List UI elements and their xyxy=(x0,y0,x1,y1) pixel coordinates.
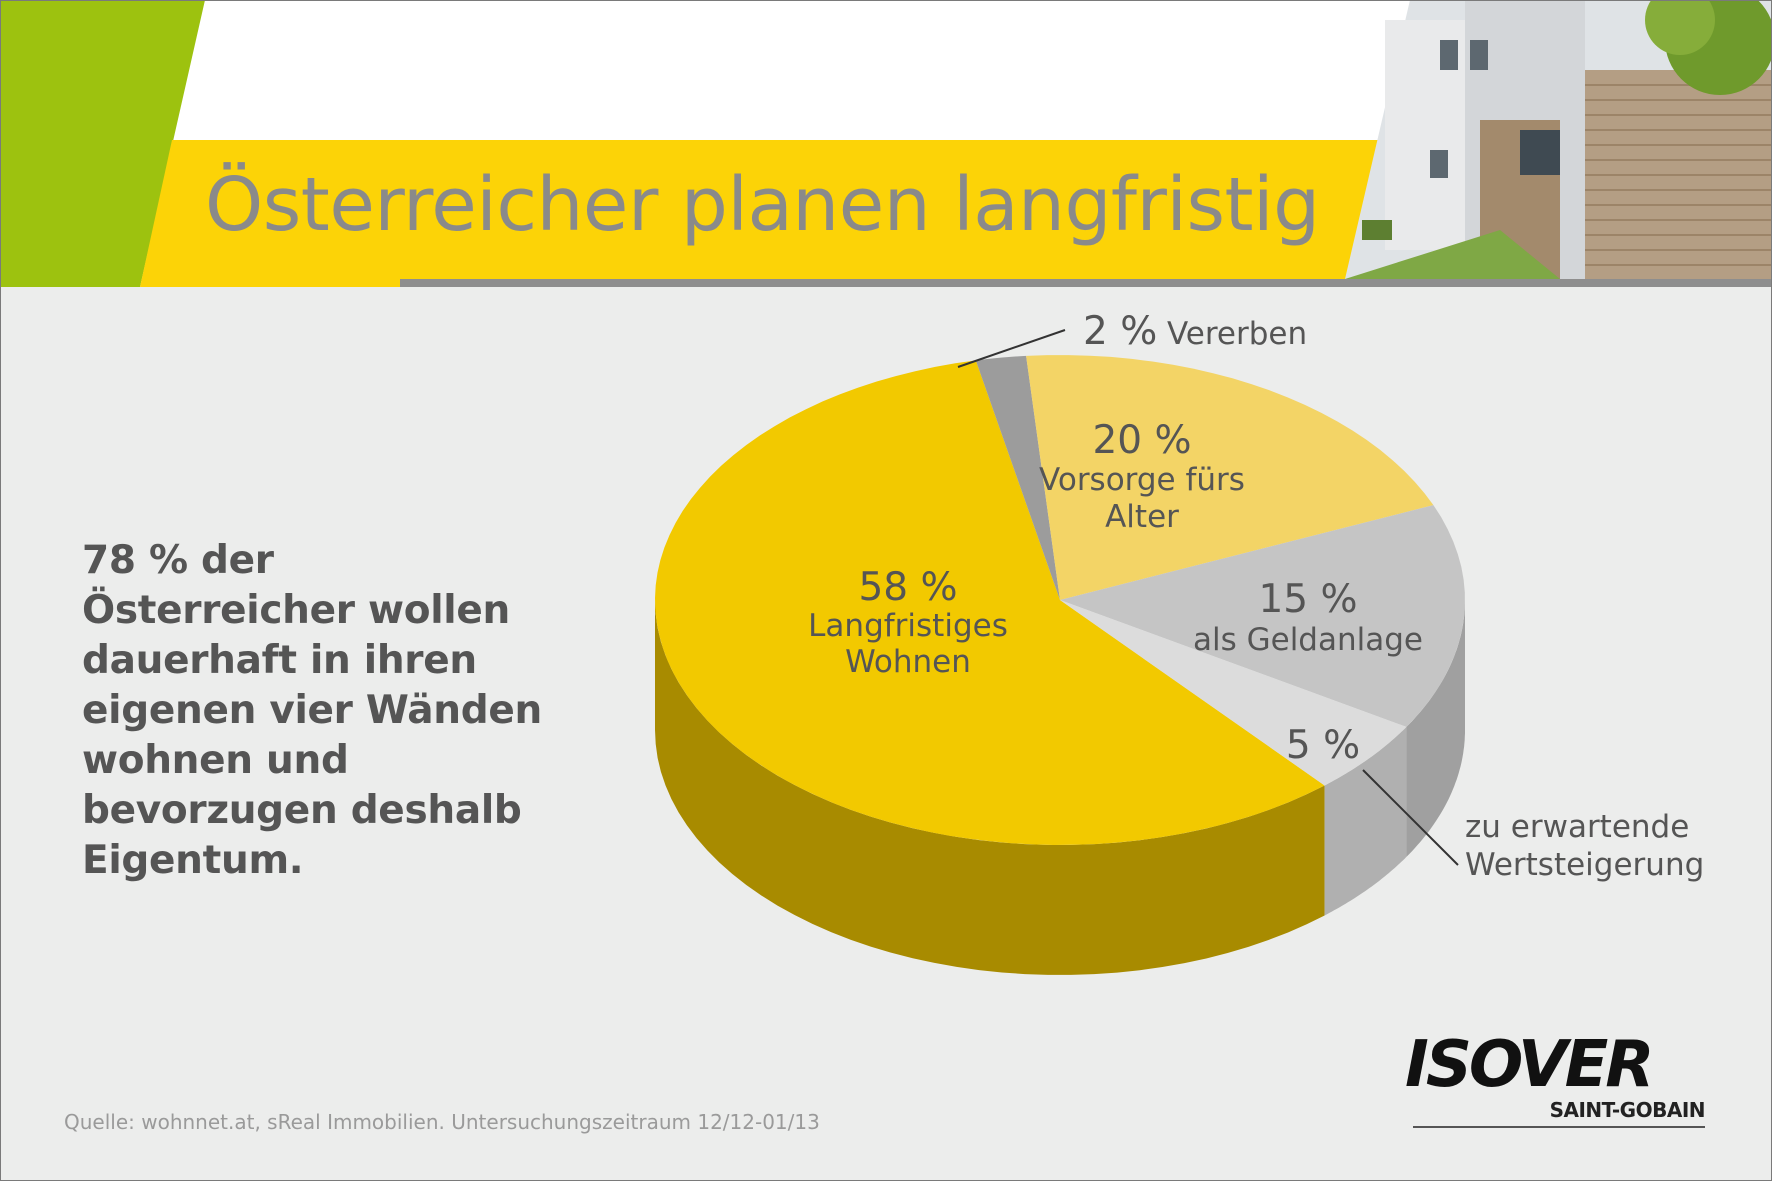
pie-slice-wohnen xyxy=(655,360,1325,845)
pie-slice-geldanlage xyxy=(1060,505,1465,727)
leader-line-vererben xyxy=(957,329,1066,368)
slice-label-vorsorge-value: 20 % xyxy=(1092,418,1191,463)
slice-label-vorsorge: Vorsorge fürs xyxy=(1039,462,1245,498)
header-underline xyxy=(400,279,1772,287)
pie-side-wert xyxy=(1324,726,1407,916)
slice-label-wert-value: 5 % xyxy=(1286,723,1360,768)
intro-text: 78 % der Österreicher wollen dauerhaft i… xyxy=(82,538,542,883)
yellow-band xyxy=(140,140,1400,287)
isover-logo: ISOVER SAINT-GOBAIN xyxy=(1405,1028,1706,1130)
logo-sub: SAINT-GOBAIN xyxy=(1549,1098,1706,1122)
logo-brand: ISOVER xyxy=(1405,1028,1655,1102)
logo-underline xyxy=(1413,1126,1705,1128)
pie-chart xyxy=(655,355,1465,975)
slice-label-geldanlage-value: 15 % xyxy=(1258,577,1357,622)
pie-slice-wert xyxy=(1060,600,1407,786)
slice-label-vererben-value: 2 % xyxy=(1083,309,1157,354)
pie-side-wohnen xyxy=(655,600,1325,975)
slice-label-wert-2: Wertsteigerung xyxy=(1465,847,1704,883)
pie-sides xyxy=(655,600,1465,975)
green-accent xyxy=(0,0,205,287)
pie-slice-vorsorge xyxy=(1026,355,1434,600)
source-note: Quelle: wohnnet.at, sReal Immobilien. Un… xyxy=(64,1110,820,1134)
slice-label-wert: zu erwartende xyxy=(1465,809,1689,845)
pie-side-geldanlage xyxy=(1406,600,1465,857)
slice-label-geldanlage: als Geldanlage xyxy=(1193,622,1423,658)
pie-slice-vererben xyxy=(975,355,1060,600)
page-title: Österreicher planen langfristig xyxy=(205,162,1320,248)
house-photo xyxy=(1345,0,1772,279)
slice-label-wohnen: Langfristiges xyxy=(808,608,1008,644)
leader-line-wert xyxy=(1362,769,1459,866)
slice-label-vorsorge-2: Alter xyxy=(1105,499,1179,535)
slice-label-vererben: Vererben xyxy=(1167,316,1307,352)
slice-label-wohnen-2: Wohnen xyxy=(845,644,971,680)
slice-label-wohnen-value: 58 % xyxy=(858,565,957,610)
